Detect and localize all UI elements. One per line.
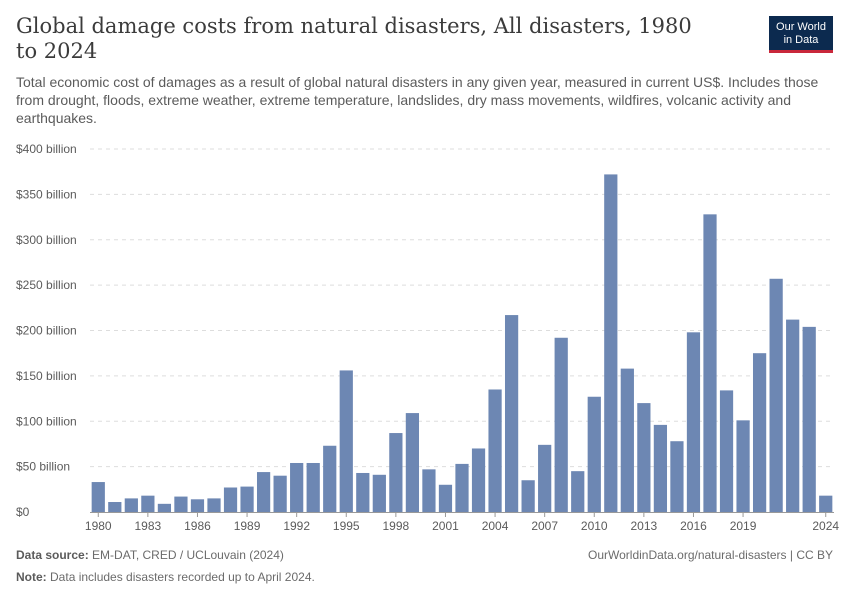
y-tick-label: $400 billion — [16, 142, 77, 156]
x-tick-label: 2001 — [432, 519, 459, 533]
bar-1981[interactable] — [108, 502, 122, 512]
bar-2016[interactable] — [686, 332, 701, 512]
y-tick-label: $0 — [16, 505, 30, 519]
owid-logo[interactable]: Our World in Data — [769, 16, 833, 53]
x-tick-label: 2013 — [631, 519, 658, 533]
bar-2011[interactable] — [604, 174, 618, 512]
bar-1985[interactable] — [174, 496, 188, 512]
chart-subtitle: Total economic cost of damages as a resu… — [16, 74, 819, 126]
x-tick-label: 2010 — [581, 519, 608, 533]
data-source-text[interactable]: EM-DAT, CRED / UCLouvain (2024) — [92, 548, 284, 562]
x-tick-label: 2004 — [482, 519, 509, 533]
bar-2021[interactable] — [769, 278, 783, 512]
note-text: Data includes disasters recorded up to A… — [50, 570, 315, 584]
bar-2006[interactable] — [521, 480, 535, 512]
y-tick-label: $300 billion — [16, 233, 77, 247]
bar-2020[interactable] — [752, 353, 767, 512]
x-tick-label: 2024 — [812, 519, 839, 533]
chart-note: Note: Data includes disasters recorded u… — [16, 570, 315, 584]
bar-2024[interactable] — [819, 495, 833, 512]
bar-1998[interactable] — [389, 433, 403, 512]
bar-2015[interactable] — [670, 441, 684, 512]
data-source-label: Data source: — [16, 548, 89, 562]
bar-2018[interactable] — [719, 390, 734, 512]
bar-1980[interactable] — [91, 482, 105, 512]
x-tick-label: 2007 — [531, 519, 558, 533]
x-tick-label: 1995 — [333, 519, 360, 533]
bar-2007[interactable] — [538, 444, 552, 512]
x-tick-label: 1989 — [234, 519, 261, 533]
x-tick-label: 1983 — [135, 519, 162, 533]
bar-2002[interactable] — [455, 463, 469, 512]
bar-2009[interactable] — [571, 471, 585, 512]
y-tick-label: $200 billion — [16, 324, 77, 338]
bar-1986[interactable] — [190, 499, 205, 512]
chart-title: Global damage costs from natural disaste… — [16, 14, 692, 63]
y-tick-label: $100 billion — [16, 414, 77, 428]
bar-1984[interactable] — [157, 503, 172, 512]
bar-1999[interactable] — [405, 413, 420, 512]
bar-2001[interactable] — [438, 484, 453, 512]
bar-2000[interactable] — [422, 469, 436, 512]
bar-1983[interactable] — [141, 495, 155, 512]
bar-2008[interactable] — [554, 337, 568, 512]
logo-line-2: in Data — [783, 34, 819, 46]
y-tick-label: $250 billion — [16, 278, 77, 292]
bar-2010[interactable] — [587, 396, 601, 512]
bar-2019[interactable] — [736, 420, 750, 512]
y-tick-label: $350 billion — [16, 187, 77, 201]
bar-1996[interactable] — [356, 472, 370, 512]
y-tick-label: $150 billion — [16, 369, 77, 383]
bar-1997[interactable] — [372, 474, 386, 512]
bar-2004[interactable] — [488, 389, 502, 512]
bar-2023[interactable] — [802, 326, 816, 512]
note-label: Note: — [16, 570, 47, 584]
logo-line-1: Our World — [776, 21, 826, 33]
x-tick-label: 1992 — [283, 519, 310, 533]
data-source: Data source: EM-DAT, CRED / UCLouvain (2… — [16, 548, 284, 562]
bar-1989[interactable] — [240, 486, 254, 512]
x-tick-label: 1980 — [85, 519, 112, 533]
bar-1995[interactable] — [339, 370, 353, 512]
bar-1994[interactable] — [323, 445, 337, 512]
bar-1987[interactable] — [207, 498, 221, 512]
bar-2005[interactable] — [504, 315, 519, 512]
x-tick-label: 1986 — [184, 519, 211, 533]
bar-1993[interactable] — [306, 462, 320, 512]
x-tick-label: 2016 — [680, 519, 707, 533]
y-tick-label: $50 billion — [16, 460, 70, 474]
bar-2003[interactable] — [471, 448, 486, 512]
source-url-link[interactable]: OurWorldinData.org/natural-disasters | C… — [588, 548, 833, 562]
bar-2012[interactable] — [620, 368, 634, 512]
bar-1991[interactable] — [273, 475, 287, 512]
bar-1988[interactable] — [223, 487, 238, 512]
bar-1992[interactable] — [290, 462, 304, 512]
bar-2017[interactable] — [703, 214, 717, 512]
x-tick-label: 1998 — [383, 519, 410, 533]
bar-1990[interactable] — [256, 472, 271, 512]
bar-2014[interactable] — [653, 424, 668, 512]
x-tick-label: 2019 — [730, 519, 757, 533]
bar-1982[interactable] — [124, 498, 138, 512]
bar-2013[interactable] — [637, 403, 651, 512]
bar-2022[interactable] — [786, 319, 800, 512]
